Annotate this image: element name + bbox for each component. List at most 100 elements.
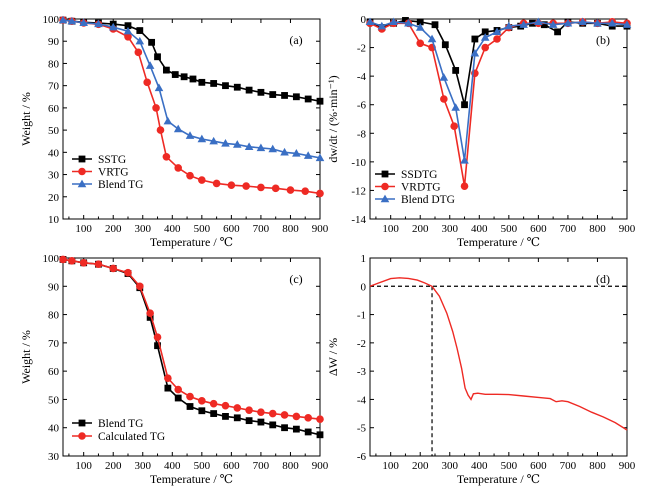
x-tick-label: 500 [501,223,518,235]
y-axis-label: Weight / % [19,92,33,146]
data-point-c-1 [79,259,88,267]
y-tick-label: 70 [48,81,60,93]
data-point-c-1 [257,408,265,416]
data-point-a-1 [198,176,206,184]
data-point-c-1 [164,374,172,383]
legend-marker [381,182,389,191]
data-point-b-1 [416,39,425,48]
data-point-a-0 [171,71,179,78]
data-point-c-1 [280,411,289,419]
x-tick-label: 900 [619,223,636,235]
data-point-c-1 [245,406,253,414]
data-point-a-1 [134,48,143,57]
y-tick-label: 20 [48,192,60,204]
data-point-b-2 [622,20,632,28]
data-point-c-1 [233,404,242,412]
data-point-a-0 [198,78,206,86]
plot-frame [369,18,628,220]
legend-label: SSTG [98,154,126,166]
data-point-c-1 [304,414,312,422]
y-tick-label: -1 [357,310,366,322]
data-point-c-0 [304,428,312,436]
data-point-a-2 [185,131,195,139]
data-point-b-0 [441,41,449,49]
legend-label: SSDTG [401,169,437,181]
data-point-c-0 [222,413,229,420]
panel-label: (b) [596,33,610,47]
data-point-a-2 [58,15,68,24]
x-tick-label: 800 [282,223,299,235]
data-point-c-1 [209,399,218,408]
y-tick-label: 0 [361,281,367,293]
y-tick-label: -10 [351,157,366,169]
x-tick-label: 100 [75,223,92,235]
data-point-a-0 [162,66,170,74]
data-point-b-2 [480,33,490,41]
x-axis-label: Temperature / ℃ [457,472,540,486]
data-point-b-2 [427,34,437,43]
legend-label: Blend TG [98,179,143,191]
legend-marker [78,432,86,440]
y-tick-label: -8 [357,128,367,140]
y-tick-label: 100 [43,14,60,26]
plot-frame [62,257,321,457]
data-point-b-0 [452,67,460,74]
y-tick-label: 80 [48,310,60,322]
legend-label: VRDTG [401,182,441,194]
x-axis-label: Temperature / ℃ [457,235,540,249]
y-tick-label: -6 [357,451,367,463]
series-line-a-1 [62,19,321,195]
data-point-b-2 [365,17,375,26]
data-point-a-2 [123,26,133,35]
data-point-b-2 [534,17,543,26]
data-point-a-2 [280,147,289,156]
data-point-a-0 [233,83,241,91]
panel-c: 100 200 300 400 500 600 700 800 900 30 40 50 60 70 80 9… [19,253,329,486]
legend-marker [78,419,86,427]
series-line-d-0 [369,277,628,431]
data-point-a-2 [292,149,301,157]
legend-label: Calculated TG [98,431,165,443]
data-point-a-0 [304,95,312,103]
data-point-b-0 [471,35,479,43]
x-axis-label: Temperature / ℃ [150,472,233,486]
x-tick-label: 100 [75,460,92,472]
data-point-a-1 [152,104,160,112]
y-tick-label: -14 [351,214,366,226]
data-point-a-1 [156,126,165,134]
data-point-a-0 [222,82,229,90]
data-point-a-1 [212,179,221,188]
data-point-b-2 [607,18,617,27]
data-point-b-2 [460,156,469,164]
data-point-a-2 [94,19,103,28]
data-point-a-1 [301,187,310,196]
data-point-c-1 [153,333,162,342]
data-point-a-0 [245,86,253,94]
data-point-b-0 [431,21,439,29]
x-tick-label: 300 [135,223,152,235]
x-tick-label: 800 [589,460,606,472]
legend-label: VRTG [98,167,129,179]
data-point-b-1 [493,35,501,43]
data-point-c-1 [268,409,277,418]
y-tick-label: 60 [48,103,60,115]
panel-b: 100 200 300 400 500 600 700 800 900 0 -2 -4 -6 -8 -10 -… [326,14,636,249]
data-point-b-2 [415,23,425,31]
y-tick-label: -4 [357,394,367,406]
data-point-c-0 [316,431,324,439]
plot-frame [62,18,321,220]
y-tick-label: -2 [357,338,366,350]
data-point-b-2 [389,17,398,26]
data-point-c-1 [124,268,132,277]
data-point-c-0 [164,384,172,392]
data-point-a-2 [163,116,173,125]
y-tick-label: 1 [361,253,367,265]
legend-marker [78,167,86,176]
x-tick-label: 500 [194,223,211,235]
data-point-c-1 [59,255,67,264]
panel-a: 100 200 300 400 500 600 700 800 900 10 20 30 40 50 60 7… [19,14,329,249]
data-point-c-1 [186,392,194,401]
data-point-a-2 [209,136,218,145]
data-point-b-2 [563,18,573,27]
data-point-a-2 [173,124,183,133]
